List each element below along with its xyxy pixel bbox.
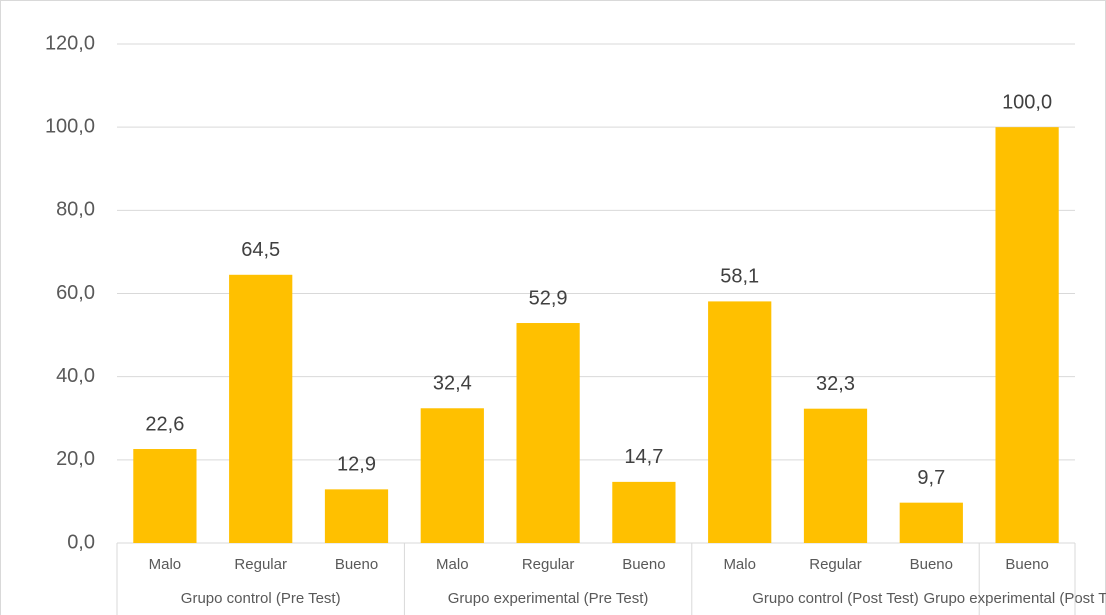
bar <box>133 449 197 543</box>
bar <box>995 127 1059 544</box>
bar <box>324 489 389 543</box>
x-tick-label: Bueno <box>910 556 953 573</box>
y-tick-label: 20,0 <box>56 448 95 470</box>
bar <box>516 323 580 543</box>
y-tick-label: 80,0 <box>56 199 95 221</box>
x-tick-label: Bueno <box>622 556 665 573</box>
y-tick-label: 0,0 <box>67 531 95 553</box>
bar <box>899 502 963 543</box>
value-label: 14,7 <box>624 446 663 468</box>
value-label: 100,0 <box>1002 91 1052 113</box>
group-label: Grupo experimental (Post Test) <box>923 590 1106 607</box>
bar <box>708 301 772 543</box>
x-tick-label: Malo <box>723 556 756 573</box>
bar <box>803 408 868 543</box>
value-label: 22,6 <box>145 413 184 435</box>
x-tick-label: Regular <box>809 556 862 573</box>
value-label: 32,3 <box>816 373 855 395</box>
group-label: Grupo control (Pre Test) <box>181 590 341 607</box>
group-label: Grupo control (Post Test) <box>752 590 918 607</box>
y-tick-label: 60,0 <box>56 282 95 304</box>
x-tick-label: Malo <box>149 556 182 573</box>
y-tick-label: 100,0 <box>45 115 95 137</box>
value-label: 52,9 <box>529 287 568 309</box>
value-label: 32,4 <box>433 373 472 395</box>
value-label: 9,7 <box>917 467 945 489</box>
value-label: 64,5 <box>241 239 280 261</box>
y-tick-label: 40,0 <box>56 365 95 387</box>
value-label: 58,1 <box>720 266 759 288</box>
bar <box>229 274 293 543</box>
bar <box>612 481 676 543</box>
y-tick-label: 120,0 <box>45 32 95 54</box>
value-label: 12,9 <box>337 454 376 476</box>
x-tick-label: Malo <box>436 556 469 573</box>
group-label: Grupo experimental (Pre Test) <box>448 590 649 607</box>
x-tick-label: Bueno <box>335 556 378 573</box>
x-tick-label: Regular <box>234 556 287 573</box>
x-tick-label: Regular <box>522 556 575 573</box>
bar <box>420 408 484 543</box>
x-tick-label: Bueno <box>1005 556 1048 573</box>
